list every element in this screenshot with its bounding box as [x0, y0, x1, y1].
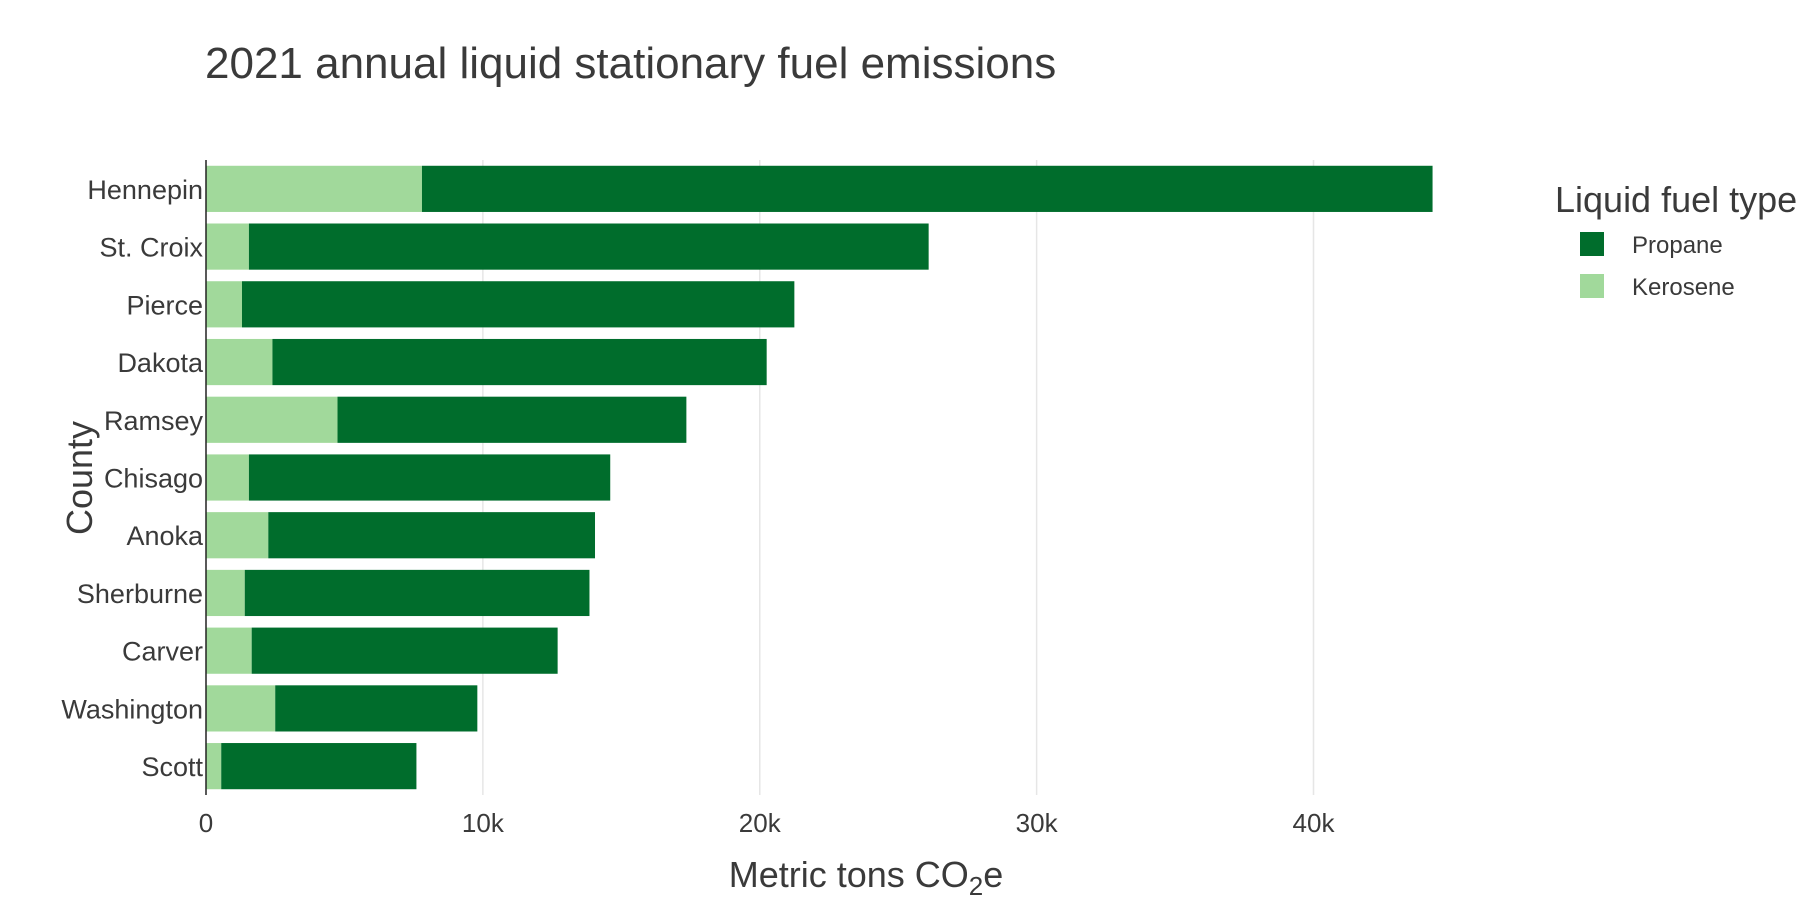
- legend-swatch-kerosene: [1580, 274, 1604, 298]
- category-label: Sherburne: [77, 579, 203, 609]
- bar-kerosene-carver: [206, 627, 252, 674]
- bar-kerosene-scott: [206, 743, 222, 790]
- category-label: Dakota: [117, 348, 204, 378]
- bar-kerosene-hennepin: [206, 165, 422, 212]
- x-axis-title: Metric tons CO2e: [729, 854, 1004, 900]
- y-axis-title: County: [59, 421, 100, 535]
- x-tick-label: 0: [199, 808, 213, 838]
- legend-label-propane: Propane: [1632, 232, 1723, 259]
- category-label: Washington: [61, 694, 203, 724]
- category-label: Pierce: [126, 290, 203, 320]
- legend-label-kerosene: Kerosene: [1632, 274, 1735, 301]
- bar-propane-scott: [221, 743, 417, 790]
- bar-propane-carver: [251, 627, 558, 674]
- bar-kerosene-st-croix: [206, 223, 249, 270]
- bar-kerosene-anoka: [206, 512, 269, 559]
- bar-kerosene-washington: [206, 685, 276, 732]
- bar-kerosene-dakota: [206, 338, 273, 386]
- x-tick-label: 20k: [739, 808, 782, 838]
- category-label: Chisago: [104, 464, 203, 494]
- bar-propane-chisago: [248, 454, 611, 501]
- bar-kerosene-sherburne: [206, 569, 245, 617]
- category-label: St. Croix: [99, 233, 203, 263]
- legend: Liquid fuel type Propane Kerosene: [1555, 179, 1797, 301]
- chart-title: 2021 annual liquid stationary fuel emiss…: [205, 39, 1056, 88]
- category-label: Anoka: [126, 521, 204, 551]
- bar-propane-pierce: [241, 281, 795, 328]
- x-tick-label: 10k: [462, 808, 505, 838]
- category-label: Hennepin: [87, 175, 203, 205]
- bar-propane-dakota: [272, 338, 767, 386]
- bars: [206, 165, 1433, 790]
- bar-kerosene-chisago: [206, 454, 249, 501]
- bar-propane-sherburne: [244, 569, 590, 617]
- x-axis-title-subscript: 2: [969, 871, 983, 900]
- bar-propane-washington: [275, 685, 478, 732]
- bar-propane-anoka: [268, 512, 596, 559]
- bar-kerosene-pierce: [206, 281, 242, 328]
- category-label: Ramsey: [104, 406, 204, 436]
- bar-propane-ramsey: [337, 396, 687, 443]
- bar-propane-st-croix: [248, 223, 929, 270]
- category-label: Scott: [141, 752, 203, 782]
- x-tick-label: 30k: [1016, 808, 1059, 838]
- category-label: Carver: [122, 637, 203, 667]
- category-labels: Hennepin St. Croix Pierce Dakota Ramsey Chisa…: [61, 175, 204, 782]
- legend-swatch-propane: [1580, 232, 1604, 256]
- x-tick-label: 40k: [1293, 808, 1336, 838]
- bar-propane-hennepin: [421, 165, 1433, 212]
- x-axis-title-suffix: e: [983, 854, 1003, 895]
- bar-kerosene-ramsey: [206, 396, 338, 443]
- x-axis-title-main: Metric tons CO: [729, 854, 969, 895]
- x-tick-labels: 0 10k 20k 30k 40k: [199, 808, 1336, 838]
- legend-title: Liquid fuel type: [1555, 179, 1797, 220]
